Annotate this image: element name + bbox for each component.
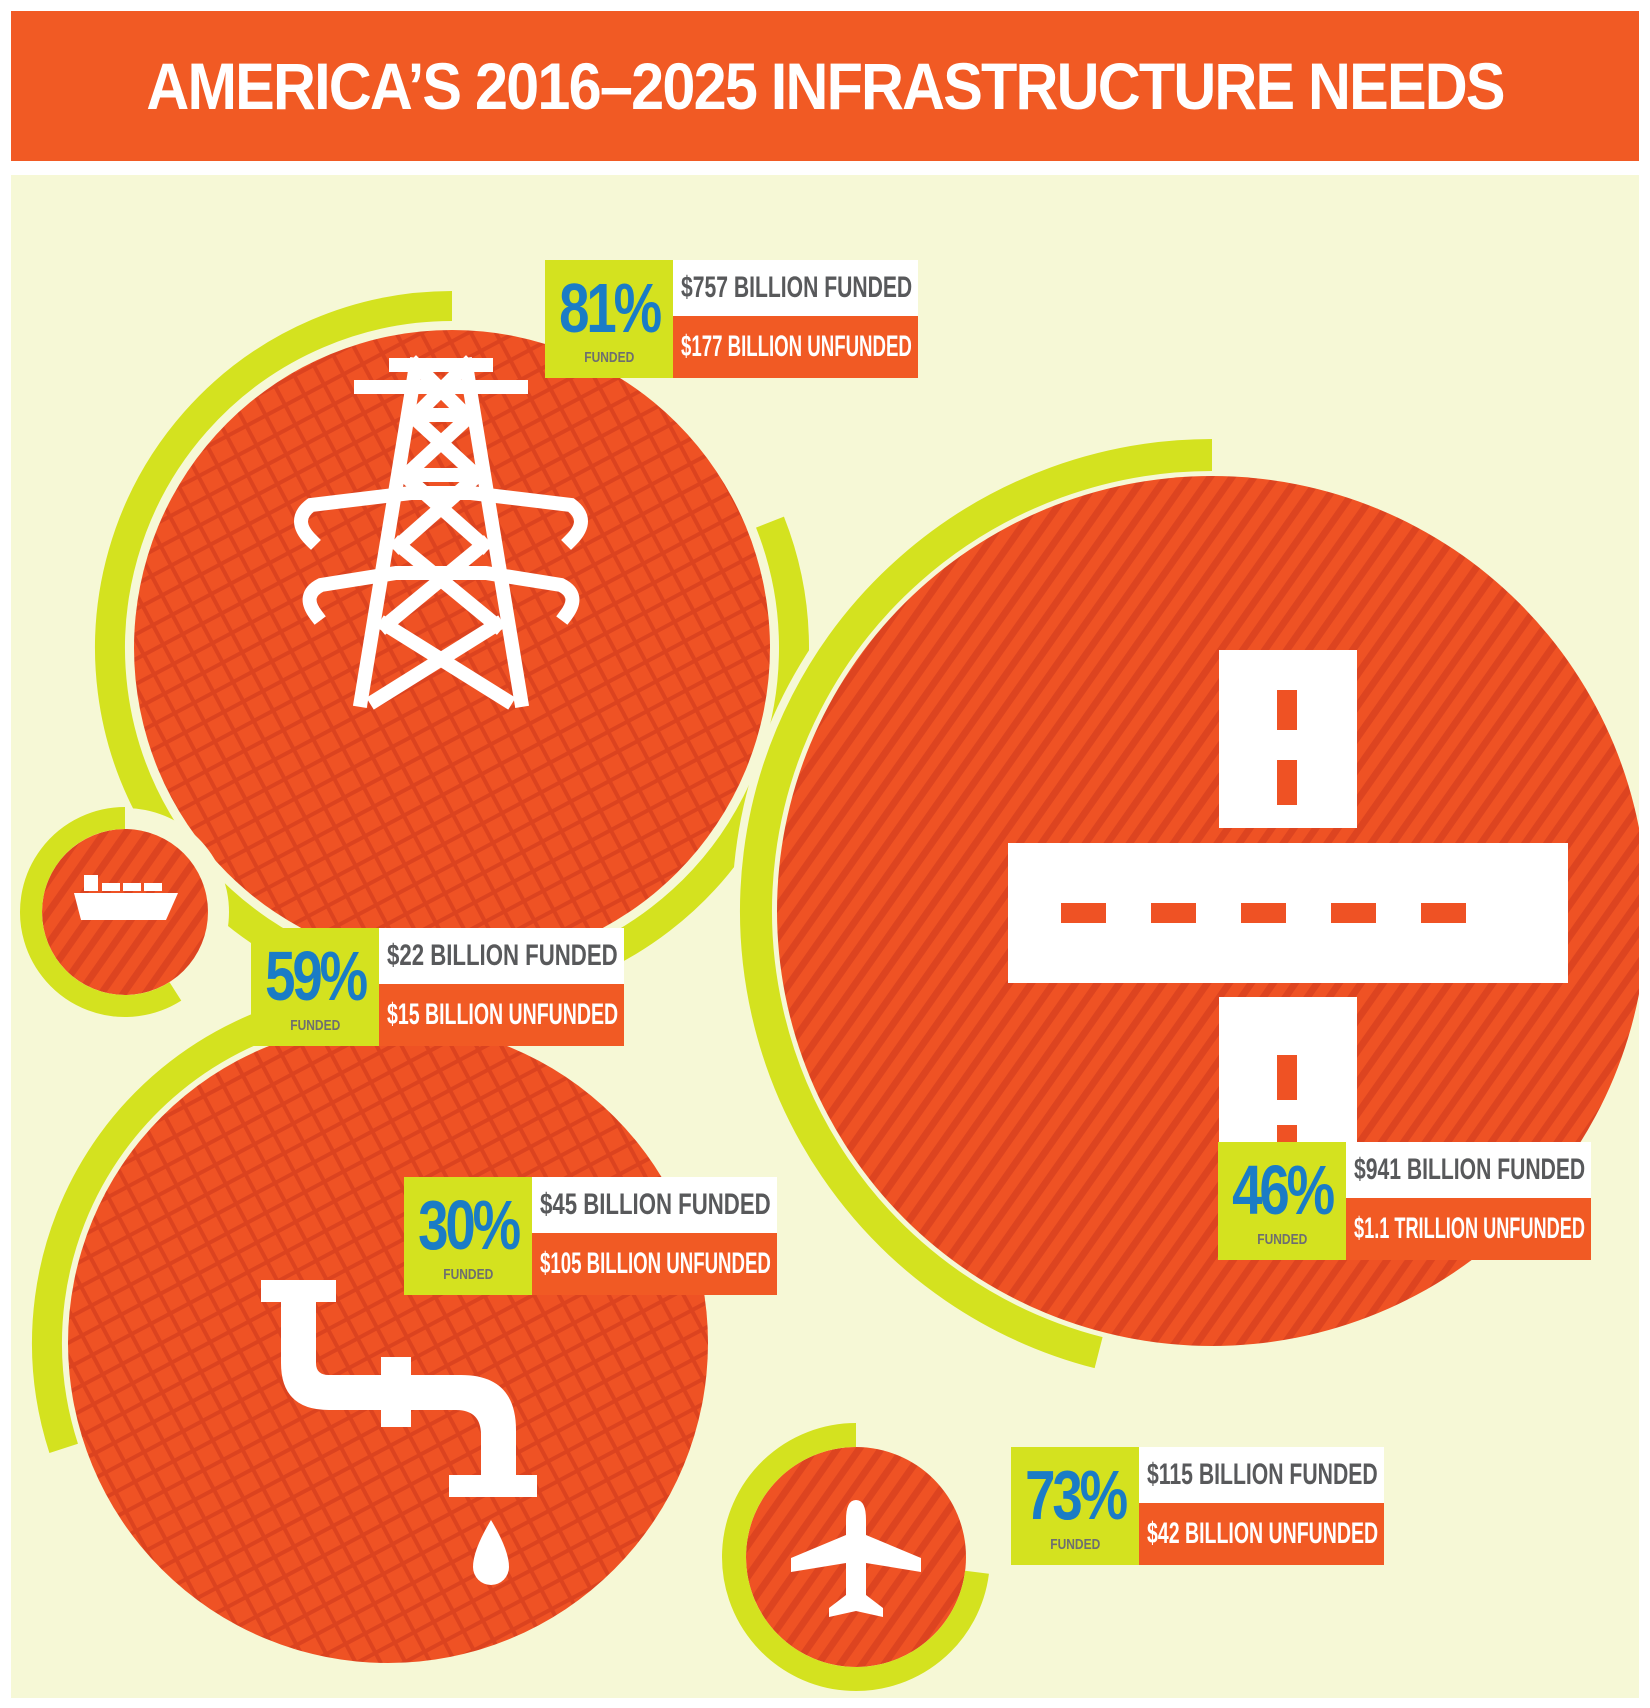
donut-ring-ports — [20, 807, 182, 1017]
cargo-ship-icon — [74, 875, 178, 920]
donut-ports — [20, 807, 229, 1017]
airplane-icon — [791, 1500, 921, 1617]
label-airports: 73% FUNDED $115 BILLION FUNDED $42 BILLI… — [1011, 1447, 1386, 1565]
chart-panel: 81% FUNDED $757 BILLION FUNDED $177 BILL… — [11, 175, 1639, 1698]
percent-value-roads: 46% — [1232, 1150, 1335, 1229]
percent-sublabel-power: FUNDED — [584, 348, 634, 366]
funded-amount-power: $757 BILLION FUNDED — [673, 260, 918, 316]
road-intersection-icon — [1008, 650, 1568, 1167]
percent-value-airports: 73% — [1025, 1455, 1128, 1534]
label-water: 30% FUNDED $45 BILLION FUNDED $105 BILLI… — [404, 1177, 789, 1295]
funded-amount-airports: $115 BILLION FUNDED — [1139, 1447, 1384, 1503]
unfunded-text-ports: $15 BILLION UNFUNDED — [387, 998, 619, 1031]
unfunded-amount-water: $105 BILLION UNFUNDED — [532, 1233, 777, 1295]
percent-sublabel-airports: FUNDED — [1050, 1535, 1100, 1553]
percent-sublabel-water: FUNDED — [443, 1265, 493, 1283]
page-title: AMERICA’S 2016–2025 INFRASTRUCTURE NEEDS — [146, 49, 1505, 123]
funded-text-water: $45 BILLION FUNDED — [540, 1188, 771, 1221]
power-tower-icon — [294, 355, 588, 710]
funded-amount-water: $45 BILLION FUNDED — [532, 1177, 777, 1233]
percent-box-roads: 46% FUNDED — [1218, 1142, 1346, 1260]
unfunded-text-power: $177 BILLION UNFUNDED — [681, 330, 912, 363]
percent-value-water: 30% — [418, 1185, 521, 1264]
funded-text-ports: $22 BILLION FUNDED — [387, 939, 618, 972]
donut-water — [26, 981, 750, 1698]
donut-ring-airports — [722, 1423, 989, 1691]
percent-sublabel-ports: FUNDED — [290, 1016, 340, 1034]
percent-value-power: 81% — [559, 268, 662, 347]
donut-ring-roads — [740, 439, 1213, 1369]
donut-chart — [20, 282, 1639, 1698]
title-banner: AMERICA’S 2016–2025 INFRASTRUCTURE NEEDS — [11, 11, 1639, 161]
percent-box-water: 30% FUNDED — [404, 1177, 532, 1295]
unfunded-amount-roads: $1.1 TRILLION UNFUNDED — [1346, 1198, 1591, 1260]
percent-sublabel-roads: FUNDED — [1257, 1230, 1307, 1248]
unfunded-text-roads: $1.1 TRILLION UNFUNDED — [1354, 1212, 1585, 1245]
percent-box-airports: 73% FUNDED — [1011, 1447, 1139, 1565]
water-pipe-icon — [261, 1280, 537, 1585]
funded-text-airports: $115 BILLION FUNDED — [1147, 1458, 1378, 1491]
label-power: 81% FUNDED $757 BILLION FUNDED $177 BILL… — [545, 260, 922, 378]
label-ports: 59% FUNDED $22 BILLION FUNDED $15 BILLIO… — [251, 928, 631, 1046]
funded-amount-ports: $22 BILLION FUNDED — [379, 928, 624, 984]
funded-amount-roads: $941 BILLION FUNDED — [1346, 1142, 1591, 1198]
funded-text-power: $757 BILLION FUNDED — [681, 271, 913, 304]
donut-airports — [722, 1423, 990, 1691]
funded-text-roads: $941 BILLION FUNDED — [1354, 1153, 1586, 1186]
percent-value-ports: 59% — [265, 936, 368, 1015]
unfunded-text-airports: $42 BILLION UNFUNDED — [1147, 1517, 1379, 1550]
percent-box-ports: 59% FUNDED — [251, 928, 379, 1046]
unfunded-amount-ports: $15 BILLION UNFUNDED — [379, 984, 624, 1046]
percent-box-power: 81% FUNDED — [545, 260, 673, 378]
donut-power — [86, 282, 818, 1014]
label-roads: 46% FUNDED $941 BILLION FUNDED $1.1 TRIL… — [1218, 1142, 1611, 1260]
unfunded-amount-power: $177 BILLION UNFUNDED — [673, 316, 918, 378]
unfunded-text-water: $105 BILLION UNFUNDED — [540, 1247, 771, 1280]
unfunded-amount-airports: $42 BILLION UNFUNDED — [1139, 1503, 1384, 1565]
